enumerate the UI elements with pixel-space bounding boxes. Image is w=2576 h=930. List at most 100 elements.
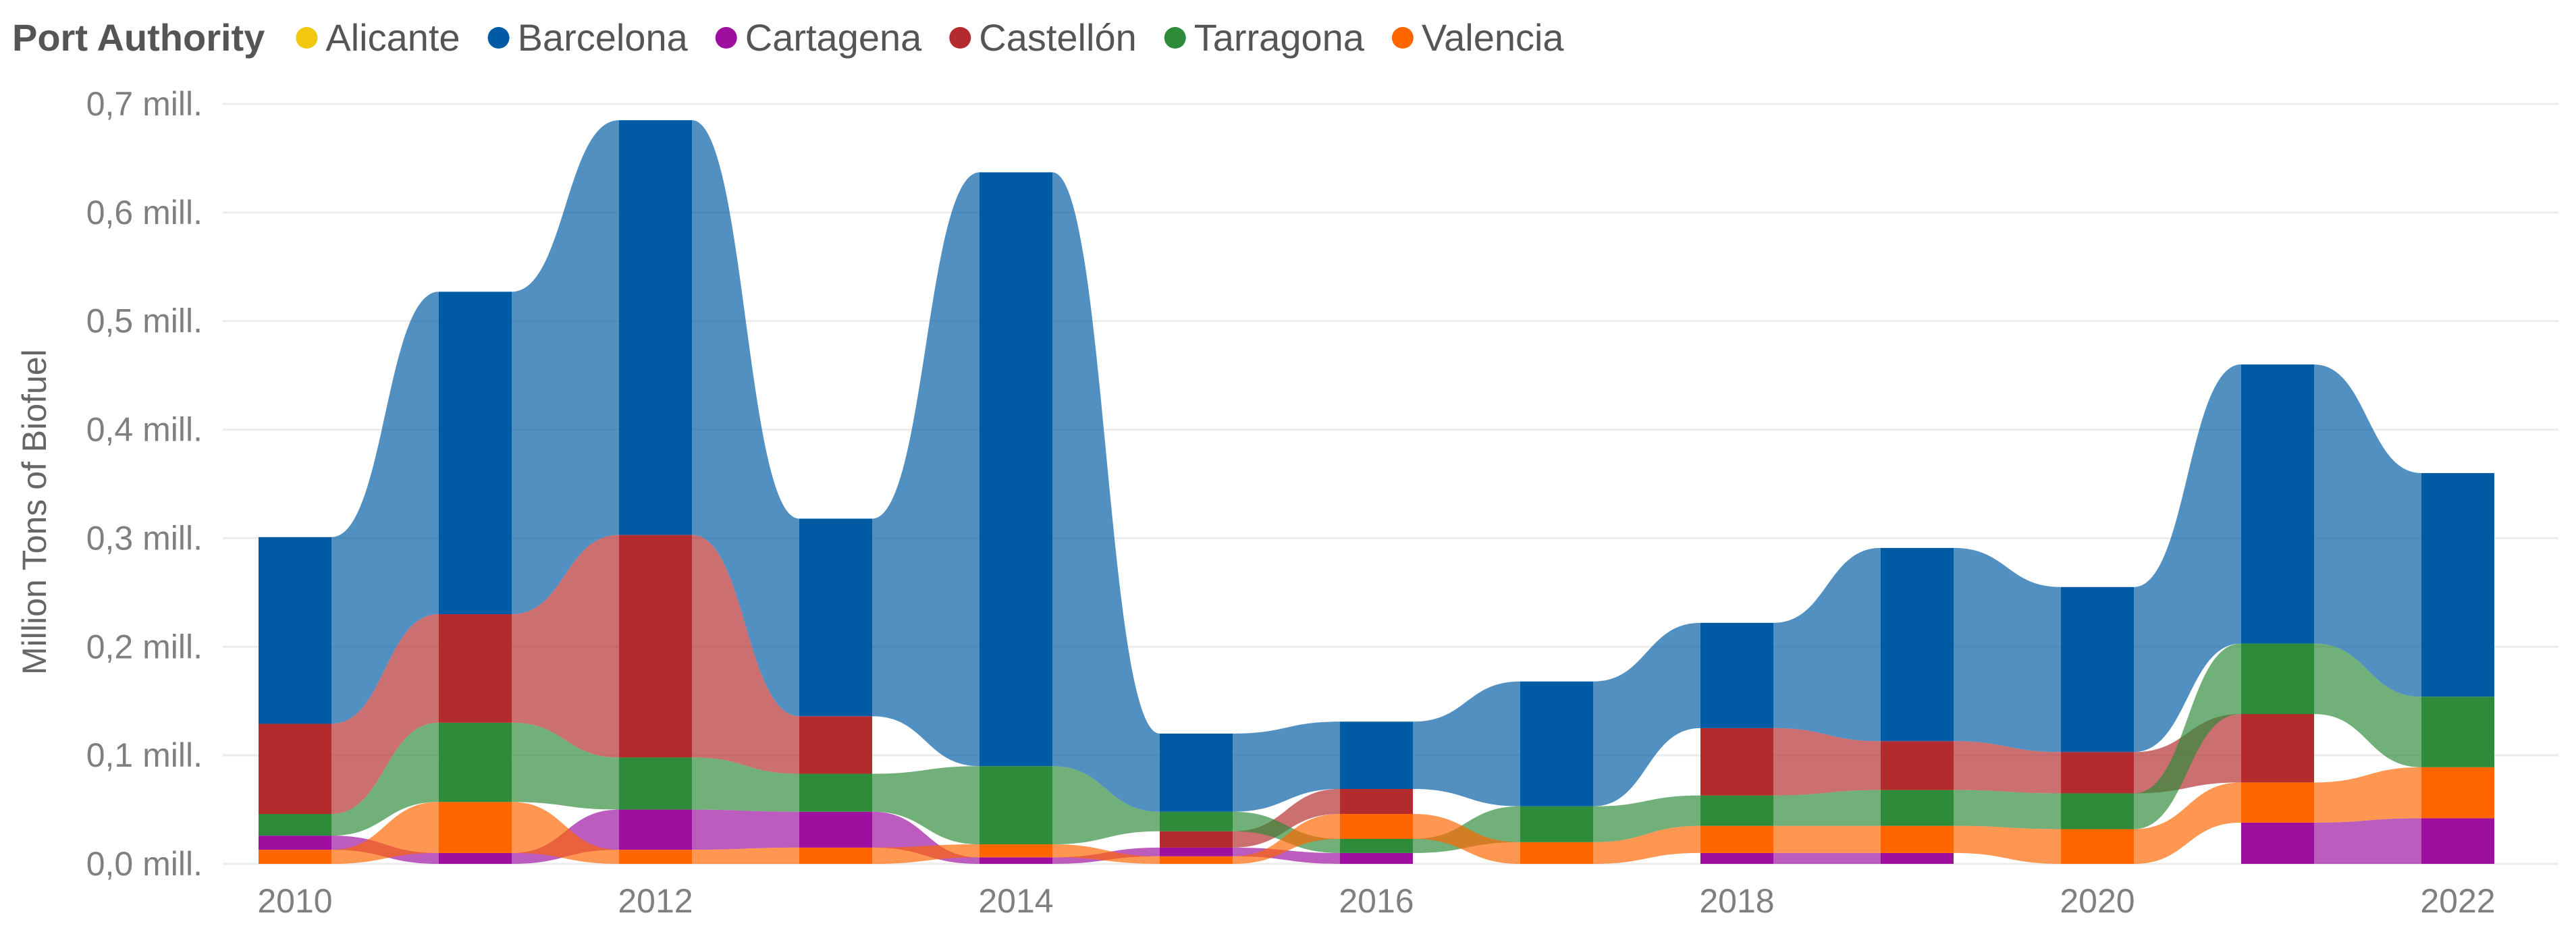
bar-valencia-2011 bbox=[439, 802, 512, 853]
bar-valencia-2014 bbox=[980, 844, 1052, 858]
ribbon-valencia-2019-2020 bbox=[1954, 825, 2061, 864]
bar-castellon-2013 bbox=[799, 716, 872, 774]
ribbon-barcelona-2010-2011 bbox=[331, 292, 439, 724]
bar-tarragona-2014 bbox=[980, 766, 1052, 845]
bar-valencia-2010 bbox=[259, 850, 331, 864]
bar-tarragona-2022 bbox=[2421, 696, 2494, 767]
ribbon-cartagena-2021-2022 bbox=[2314, 818, 2421, 864]
bar-cartagena-2010 bbox=[259, 836, 331, 850]
y-tick-label: 0,3 mill. bbox=[86, 519, 203, 557]
legend-marker-valencia bbox=[1391, 27, 1414, 49]
bar-tarragona-2013 bbox=[799, 773, 872, 812]
legend-label-tarragona: Tarragona bbox=[1194, 16, 1365, 59]
ribbon-barcelona-2017-2018 bbox=[1593, 622, 1700, 806]
bar-barcelona-2015 bbox=[1160, 733, 1233, 812]
bar-tarragona-2015 bbox=[1160, 811, 1233, 831]
bar-cartagena-2016 bbox=[1340, 852, 1413, 864]
bar-valencia-2018 bbox=[1700, 825, 1773, 853]
bar-tarragona-2020 bbox=[2061, 793, 2134, 829]
bar-barcelona-2013 bbox=[799, 518, 872, 717]
y-tick-label: 0,0 mill. bbox=[86, 845, 203, 883]
bar-cartagena-2011 bbox=[439, 852, 512, 864]
bar-valencia-2013 bbox=[799, 847, 872, 864]
bar-valencia-2022 bbox=[2421, 767, 2494, 819]
ribbon-barcelona-2020-2021 bbox=[2134, 364, 2241, 753]
x-tick-label: 2016 bbox=[1339, 882, 1414, 920]
bar-barcelona-2020 bbox=[2061, 586, 2134, 753]
ribbon-castellon-2012-2013 bbox=[692, 535, 799, 774]
ribbon-tarragona-2019-2020 bbox=[1954, 790, 2061, 829]
legend-label-castellon: Castellón bbox=[979, 16, 1136, 59]
bar-tarragona-2010 bbox=[259, 814, 331, 836]
bar-barcelona-2021 bbox=[2241, 364, 2314, 644]
y-axis-ticks: 0,0 mill. 0,1 mill. 0,2 mill. 0,3 mill. 0,4 … bbox=[86, 85, 203, 883]
y-axis-title: Million Tons of Biofuel bbox=[16, 349, 53, 675]
bar-valencia-2012 bbox=[619, 850, 692, 864]
legend: Port Authority Alicante Barcelona Cartagen… bbox=[12, 16, 1564, 59]
ribbon-tarragona-2012-2013 bbox=[692, 757, 799, 812]
ribbon-barcelona-2015-2016 bbox=[1233, 721, 1340, 812]
bar-barcelona-2014 bbox=[980, 172, 1052, 767]
ribbon-valencia-2012-2013 bbox=[692, 847, 799, 864]
bar-tarragona-2012 bbox=[619, 757, 692, 810]
ribbon-barcelona-2012-2013 bbox=[692, 120, 799, 717]
ribbon-barcelona-2018-2019 bbox=[1773, 547, 1881, 742]
bar-barcelona-2017 bbox=[1520, 681, 1593, 806]
bar-barcelona-2019 bbox=[1881, 547, 1954, 742]
ribbon-tarragona-2018-2019 bbox=[1773, 790, 1881, 826]
bar-castellon-2012 bbox=[619, 535, 692, 758]
bar-castellon-2011 bbox=[439, 614, 512, 723]
ribbon-barcelona-2014-2015 bbox=[1052, 172, 1160, 812]
bar-castellon-2021 bbox=[2241, 714, 2314, 783]
ribbon-castellon-2011-2012 bbox=[512, 535, 619, 758]
ribbon-valencia-2016-2017 bbox=[1413, 814, 1520, 864]
ribbon-tarragona-2021-2022 bbox=[2314, 643, 2421, 767]
ribbon-cartagena-2015-2016 bbox=[1233, 847, 1340, 864]
ribbon-barcelona-2019-2020 bbox=[1954, 547, 2061, 753]
bar-valencia-2019 bbox=[1881, 825, 1954, 853]
ribbon-barcelona-2013-2014 bbox=[872, 172, 980, 767]
bar-castellon-2010 bbox=[259, 723, 331, 815]
x-axis-ticks: 2010 2012 2014 2016 2018 2020 2022 bbox=[257, 882, 2495, 920]
bar-tarragona-2021 bbox=[2241, 643, 2314, 715]
ribbon-valencia-2010-2011 bbox=[331, 802, 439, 864]
bar-barcelona-2010 bbox=[259, 537, 331, 724]
bar-cartagena-2013 bbox=[799, 811, 872, 848]
x-tick-label: 2012 bbox=[618, 882, 693, 920]
ribbon-cartagena-2013-2014 bbox=[872, 811, 980, 864]
bar-valencia-2015 bbox=[1160, 856, 1233, 864]
bar-valencia-2021 bbox=[2241, 782, 2314, 823]
y-tick-label: 0,7 mill. bbox=[86, 85, 203, 123]
y-tick-label: 0,4 mill. bbox=[86, 411, 203, 449]
bar-cartagena-2019 bbox=[1881, 852, 1954, 864]
legend-label-cartagena: Cartagena bbox=[745, 16, 922, 59]
bar-cartagena-2021 bbox=[2241, 822, 2314, 864]
ribbon-valencia-2017-2018 bbox=[1593, 825, 1700, 864]
ribbon-valencia-2013-2014 bbox=[872, 844, 980, 864]
legend-marker-cartagena bbox=[715, 27, 737, 49]
x-tick-label: 2018 bbox=[1699, 882, 1774, 920]
bar-cartagena-2014 bbox=[980, 857, 1052, 864]
legend-label-alicante: Alicante bbox=[325, 16, 460, 59]
bar-barcelona-2022 bbox=[2421, 472, 2494, 697]
bar-tarragona-2011 bbox=[439, 722, 512, 802]
legend-marker-alicante bbox=[296, 27, 318, 49]
bar-cartagena-2012 bbox=[619, 809, 692, 850]
bar-tarragona-2017 bbox=[1520, 806, 1593, 842]
bar-barcelona-2018 bbox=[1700, 622, 1773, 728]
ribbon-tarragona-2010-2011 bbox=[331, 722, 439, 836]
bar-valencia-2016 bbox=[1340, 814, 1413, 840]
legend-label-barcelona: Barcelona bbox=[518, 16, 689, 59]
bar-barcelona-2016 bbox=[1340, 721, 1413, 790]
legend-label-valencia: Valencia bbox=[1422, 16, 1565, 59]
ribbon-valencia-2011-2012 bbox=[512, 802, 619, 864]
ribbon-valencia-2020-2021 bbox=[2134, 782, 2241, 864]
x-tick-label: 2014 bbox=[978, 882, 1053, 920]
legend-marker-barcelona bbox=[487, 27, 510, 49]
bar-castellon-2019 bbox=[1881, 741, 1954, 790]
ribbon-barcelona-2016-2017 bbox=[1413, 681, 1520, 806]
bar-valencia-2020 bbox=[2061, 829, 2134, 864]
ribbon-cartagena-2018-2019 bbox=[1773, 852, 1881, 864]
ribbon-barcelona-2011-2012 bbox=[512, 120, 619, 615]
